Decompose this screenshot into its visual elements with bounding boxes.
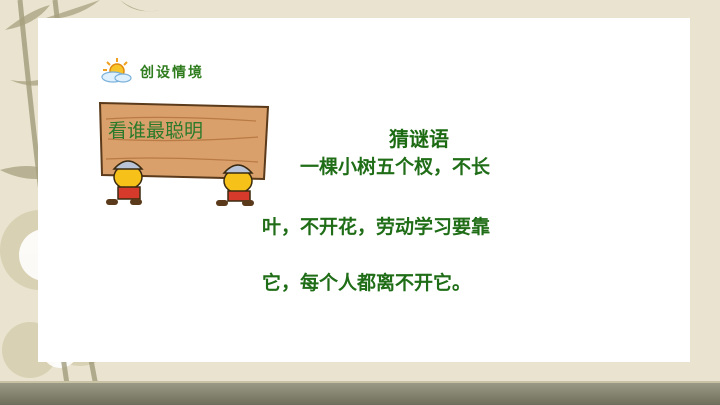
section-title: 创设情境: [140, 65, 204, 81]
riddle-line: 叶，不开花，劳动学习要靠: [262, 216, 491, 238]
cartoon-worker-left: [106, 160, 144, 205]
riddle-title: 猜谜语: [389, 127, 449, 151]
riddle-line: 一棵小树五个杈，不长: [300, 156, 491, 178]
riddle-line: 它，每个人都离不开它。: [262, 272, 472, 294]
footer-divider: [0, 381, 720, 383]
sign-label: 看谁最聪明: [108, 120, 204, 142]
wooden-sign-icon: [98, 101, 270, 206]
footer-bar: [0, 383, 720, 405]
sun-cloud-icon: [101, 58, 132, 83]
cartoon-worker-right: [216, 164, 254, 206]
content-card: [38, 18, 690, 362]
